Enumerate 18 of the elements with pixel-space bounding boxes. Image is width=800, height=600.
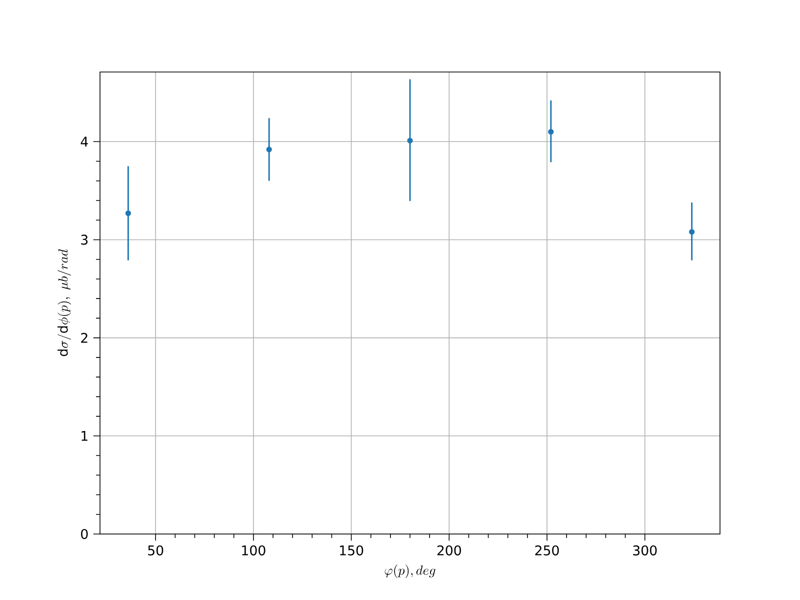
- x-tick-label: 150: [340, 545, 364, 556]
- point: [266, 146, 272, 152]
- x-tick-label: 100: [242, 545, 266, 556]
- x-tick-label: 250: [535, 545, 559, 556]
- x-tick-label: 200: [437, 545, 461, 556]
- point: [689, 229, 695, 235]
- point: [125, 210, 131, 216]
- point: [407, 138, 413, 144]
- y-tick-label: 2: [81, 332, 88, 343]
- y-tick-label: 4: [80, 136, 88, 146]
- y-tick-label: 3: [81, 234, 88, 245]
- y-tick-label: 1: [82, 431, 88, 441]
- x-tick-label: 50: [148, 545, 164, 556]
- y-tick-label: 0: [81, 528, 88, 540]
- point: [548, 129, 554, 135]
- x-tick-label: 300: [633, 545, 657, 556]
- x-axis-title: $\varphi(p), deg$: [384, 564, 436, 578]
- y-axis-title: $\mathrm{d}\sigma/\mathrm{d}\phi(p),\ \mu b/rad$: [58, 249, 71, 356]
